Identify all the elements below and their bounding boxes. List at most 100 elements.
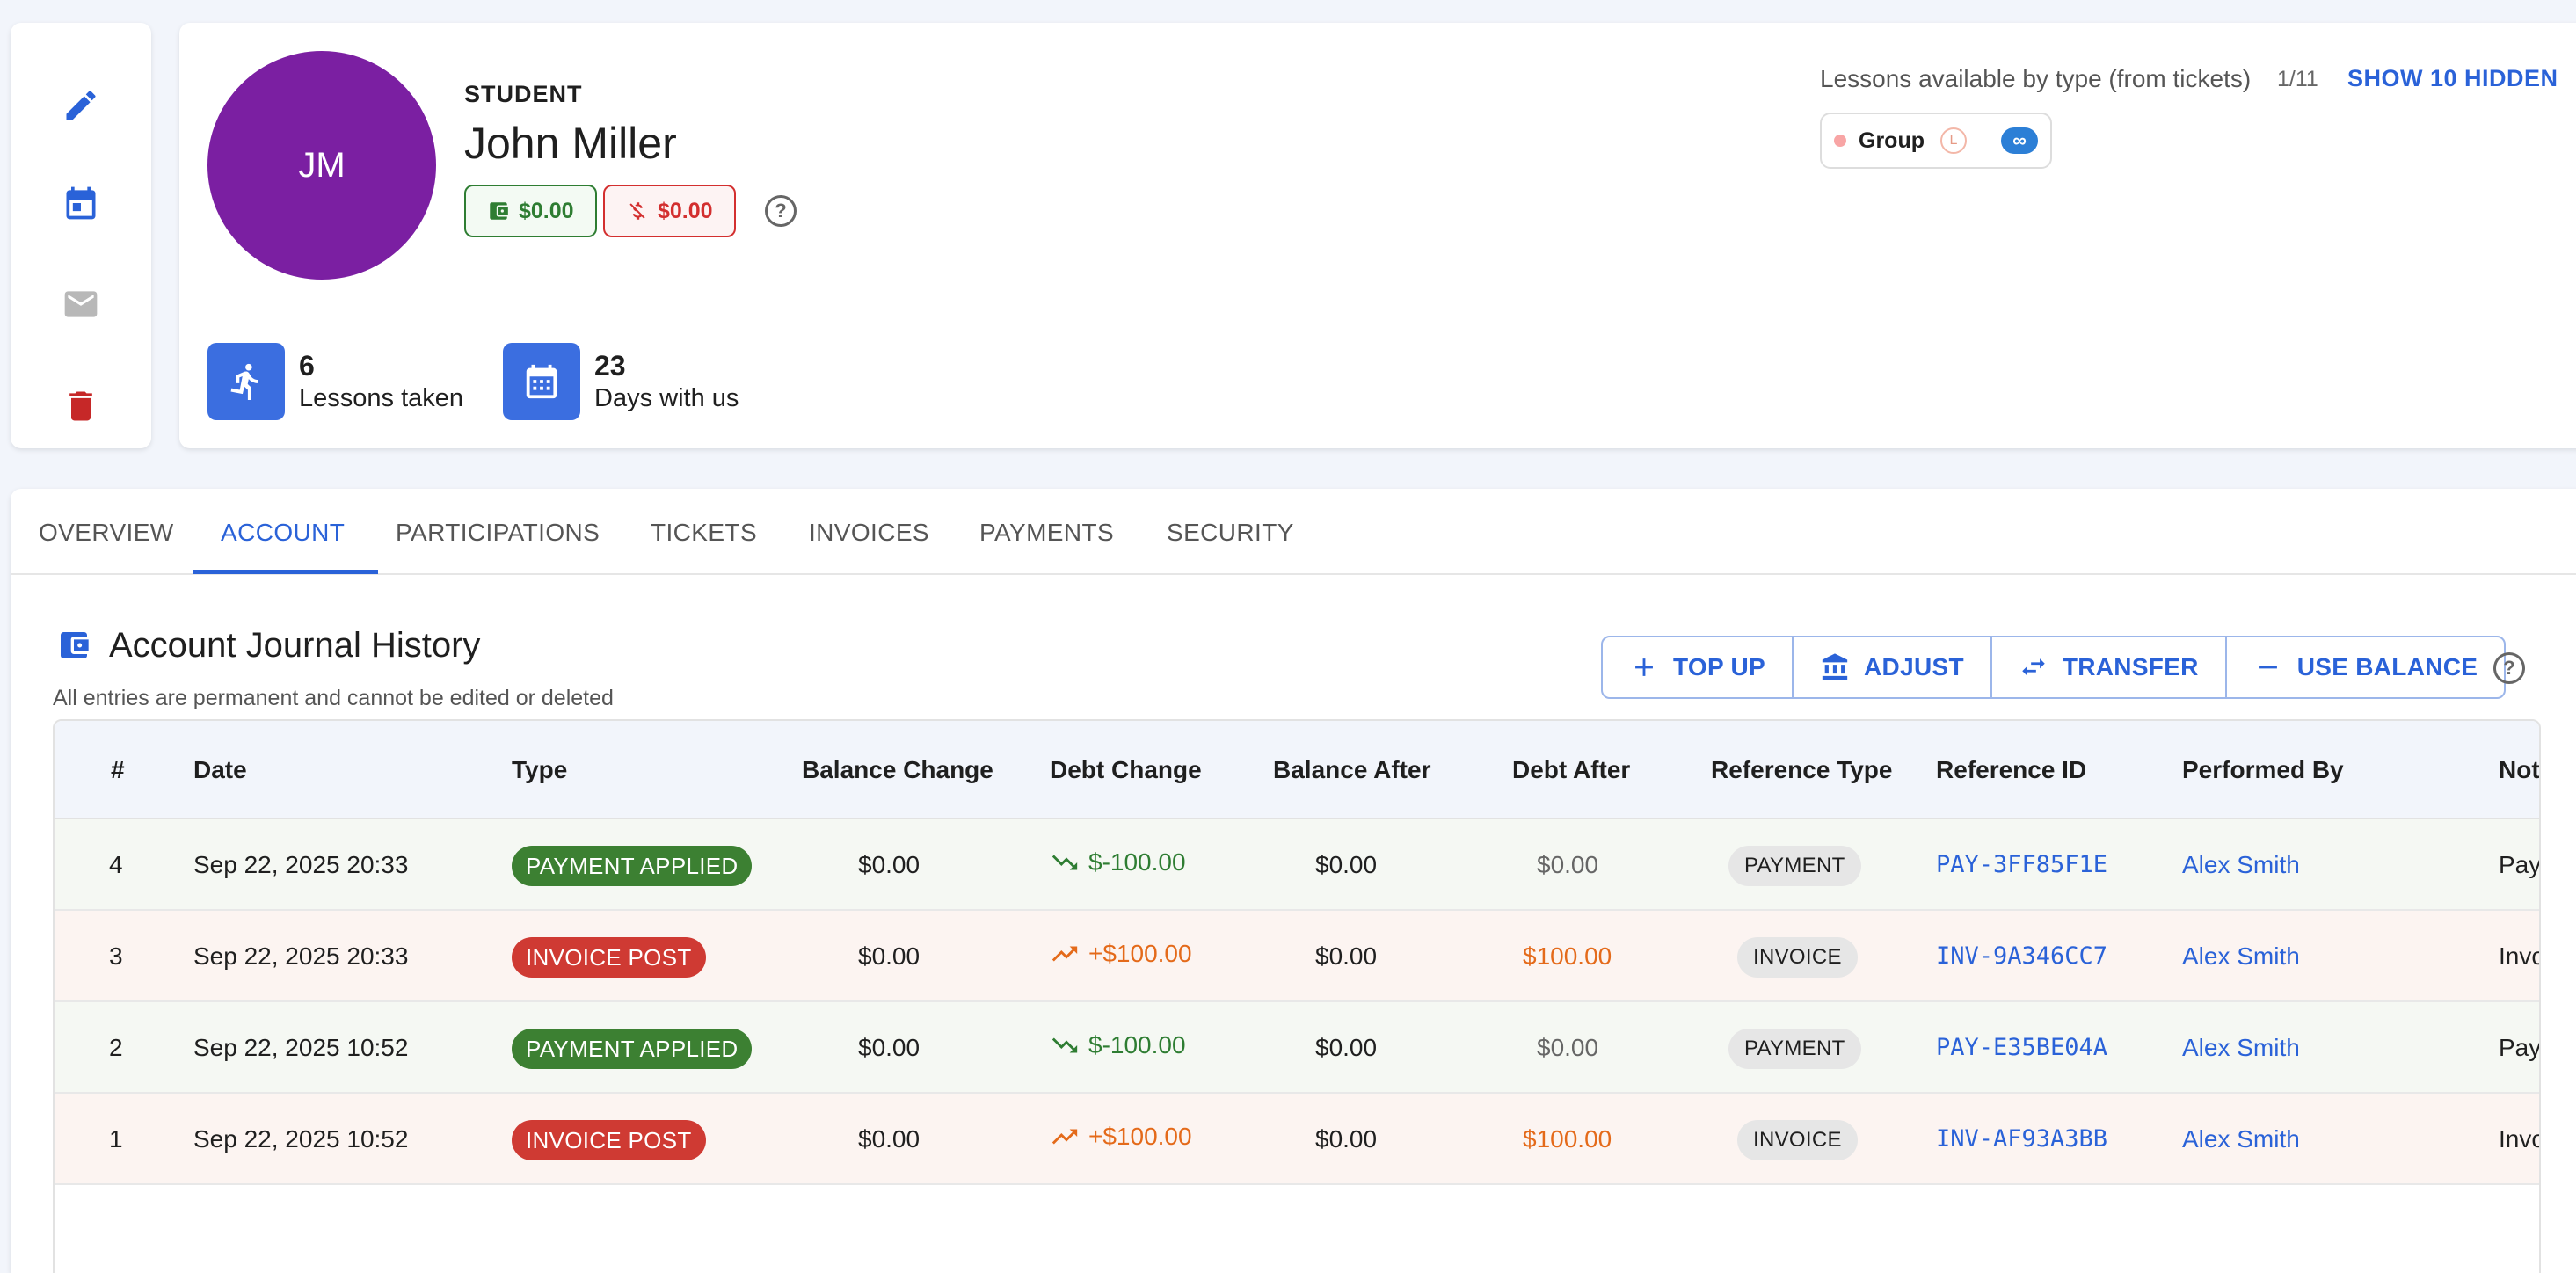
reference-id-link[interactable]: INV-9A346CC7 <box>1936 942 2108 970</box>
wallet-icon <box>61 632 89 658</box>
stat-lessons-taken: 6 Lessons taken <box>207 343 463 420</box>
wallet-icon <box>490 202 508 220</box>
debt-change: $-100.00 <box>1050 847 1186 877</box>
debt-after: $0.00 <box>1537 851 1599 878</box>
mail-icon <box>64 291 98 317</box>
entry-number: 2 <box>109 1034 123 1061</box>
journal-table: # Date Type Balance Change Debt Change B… <box>53 719 2541 1273</box>
reference-id-link[interactable]: PAY-E35BE04A <box>1936 1034 2108 1061</box>
use-balance-button[interactable]: USE BALANCE <box>2227 637 2505 697</box>
help-icon[interactable]: ? <box>2493 652 2525 684</box>
lessons-count: 1/11 <box>2277 67 2318 91</box>
minus-icon <box>2259 666 2277 669</box>
performed-by-link[interactable]: Alex Smith <box>2182 1034 2300 1061</box>
section-title: Account Journal History <box>109 626 481 665</box>
entry-date: Sep 22, 2025 20:33 <box>193 851 409 878</box>
column-header: Date <box>193 756 247 783</box>
debt-chip: $0.00 <box>603 185 736 237</box>
profile-card: JM STUDENT John Miller $0.00 $0.00 ? 6 L… <box>179 23 2576 448</box>
column-header: Debt After <box>1512 756 1631 783</box>
reference-id-link[interactable]: PAY-3FF85F1E <box>1936 851 2108 878</box>
show-hidden-button[interactable]: SHOW 10 HIDDEN <box>2347 65 2558 91</box>
tab-participations[interactable]: PARTICIPATIONS <box>396 519 600 546</box>
tab-tickets[interactable]: TICKETS <box>651 519 758 546</box>
schedule-button[interactable] <box>51 173 111 233</box>
table-row[interactable]: 4 Sep 22, 2025 20:33 PAYMENT APPLIED $0.… <box>55 819 2539 911</box>
column-header: Balance Change <box>802 756 993 783</box>
debt-change-value: +$100.00 <box>1088 1123 1192 1150</box>
lesson-type-name: Group <box>1859 127 1925 153</box>
tab-bar: OVERVIEW ACCOUNT PARTICIPATIONS TICKETS … <box>11 489 2576 575</box>
stat-value: 6 <box>299 350 315 382</box>
balance-change: $0.00 <box>858 1034 921 1061</box>
debt-change-value: +$100.00 <box>1088 940 1192 967</box>
entry-notes: Invo <box>2499 942 2541 970</box>
status-dot <box>1834 135 1846 147</box>
entry-date: Sep 22, 2025 10:52 <box>193 1034 409 1061</box>
reference-id-link[interactable]: INV-AF93A3BB <box>1936 1125 2108 1153</box>
transfer-label: TRANSFER <box>2062 653 2199 680</box>
entry-date: Sep 22, 2025 10:52 <box>193 1125 409 1153</box>
stat-days-with-us: 23 Days with us <box>503 343 739 420</box>
type-badge: PAYMENT APPLIED <box>512 846 753 886</box>
delete-button[interactable] <box>51 376 111 436</box>
email-button[interactable] <box>51 274 111 334</box>
calendar-icon <box>66 186 96 220</box>
tab-account[interactable]: ACCOUNT <box>221 519 346 546</box>
help-icon[interactable]: ? <box>765 195 797 227</box>
stat-label: Lessons taken <box>299 384 464 412</box>
trending-down-icon <box>1052 1037 1078 1053</box>
runner-icon <box>230 363 258 401</box>
tab-invoices[interactable]: INVOICES <box>809 519 930 546</box>
debt-change-value: $-100.00 <box>1088 848 1186 876</box>
plus-icon <box>1635 658 1653 676</box>
performed-by-link[interactable]: Alex Smith <box>2182 1125 2300 1153</box>
performed-by-link[interactable]: Alex Smith <box>2182 942 2300 970</box>
column-header: Type <box>512 756 568 783</box>
tab-security[interactable]: SECURITY <box>1167 519 1294 546</box>
edit-button[interactable] <box>51 76 111 135</box>
top-up-label: TOP UP <box>1673 653 1766 680</box>
column-header: Debt Change <box>1050 756 1202 783</box>
column-header: Reference ID <box>1936 756 2087 783</box>
edit-icon <box>66 91 96 120</box>
table-row[interactable]: 2 Sep 22, 2025 10:52 PAYMENT APPLIED $0.… <box>55 1002 2539 1094</box>
type-badge: INVOICE POST <box>512 937 706 978</box>
stat-icon-box <box>207 343 285 420</box>
bank-icon <box>1822 653 1848 680</box>
avatar: JM <box>207 51 436 280</box>
entry-number: 3 <box>109 942 123 970</box>
top-up-button[interactable]: TOP UP <box>1603 637 1794 697</box>
reference-type-badge: INVOICE <box>1737 937 1858 978</box>
performed-by-link[interactable]: Alex Smith <box>2182 851 2300 878</box>
profile-actions-panel <box>11 23 151 448</box>
swap-icon <box>2022 658 2045 676</box>
main-content-card: OVERVIEW ACCOUNT PARTICIPATIONS TICKETS … <box>11 489 2576 1273</box>
calendar-icon <box>526 364 557 399</box>
adjust-button[interactable]: ADJUST <box>1794 637 1992 697</box>
column-header: Performed By <box>2182 756 2344 783</box>
trash-icon <box>69 391 92 421</box>
debt-after: $100.00 <box>1523 1125 1612 1153</box>
money-off-icon <box>629 202 645 220</box>
entry-notes: Invo <box>2499 1125 2541 1153</box>
table-header: # Date Type Balance Change Debt Change B… <box>55 721 2539 819</box>
type-badge: PAYMENT APPLIED <box>512 1029 753 1069</box>
trending-down-icon <box>1052 855 1078 870</box>
balance-after: $0.00 <box>1315 851 1378 878</box>
column-header: # <box>111 756 125 783</box>
journal-action-buttons: TOP UP ADJUST TRANSFER USE BALANCE <box>1601 636 2507 699</box>
lesson-type-chip[interactable]: Group L ∞ <box>1820 113 2052 169</box>
debt-value: $0.00 <box>658 198 713 223</box>
section-subtitle: All entries are permanent and cannot be … <box>53 686 614 710</box>
tab-overview[interactable]: OVERVIEW <box>39 519 174 546</box>
transfer-button[interactable]: TRANSFER <box>1992 637 2227 697</box>
debt-change: +$100.00 <box>1050 1122 1192 1152</box>
column-header: Not <box>2499 756 2540 783</box>
trending-up-icon <box>1052 946 1078 962</box>
tab-payments[interactable]: PAYMENTS <box>979 519 1115 546</box>
reference-type-badge: PAYMENT <box>1728 1029 1861 1069</box>
table-row[interactable]: 1 Sep 22, 2025 10:52 INVOICE POST $0.00 … <box>55 1094 2539 1185</box>
table-row[interactable]: 3 Sep 22, 2025 20:33 INVOICE POST $0.00 … <box>55 911 2539 1002</box>
reference-type-badge: INVOICE <box>1737 1120 1858 1160</box>
